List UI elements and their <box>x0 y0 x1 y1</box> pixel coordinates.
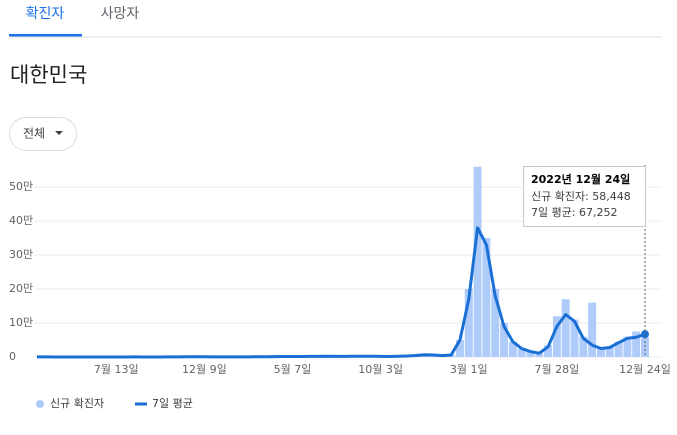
x-tick-label: 5월 7일 <box>274 362 312 376</box>
filter-label: 전체 <box>23 127 45 141</box>
y-tick-label: 40만 <box>9 214 33 227</box>
y-tick-label: 30만 <box>9 248 33 261</box>
tooltip-line: 신규 확진자: 58,448 <box>531 190 631 203</box>
bar <box>588 303 596 357</box>
tab[interactable]: 사망자 <box>101 6 140 22</box>
legend-label: 신규 확진자 <box>50 397 104 410</box>
x-tick-label: 7월 28일 <box>535 362 580 376</box>
x-tick-label: 7월 13일 <box>94 362 139 376</box>
bar <box>562 299 570 357</box>
tooltip-date: 2022년 12월 24일 <box>531 172 630 186</box>
y-tick-label: 0 <box>9 350 16 363</box>
y-tick-label: 20만 <box>9 282 33 295</box>
legend-label: 7일 평균 <box>152 396 193 410</box>
legend-swatch <box>36 400 44 408</box>
region-title: 대한민국 <box>10 63 87 87</box>
x-tick-label: 10월 3일 <box>358 362 403 376</box>
tooltip-line: 7일 평균: 67,252 <box>531 205 618 219</box>
y-tick-label: 50만 <box>9 180 33 193</box>
y-tick-label: 10만 <box>9 316 33 329</box>
x-tick-label: 12월 9일 <box>182 362 227 376</box>
x-tick-label: 12월 24일 <box>619 362 671 376</box>
x-tick-label: 3월 1일 <box>450 362 488 376</box>
tab[interactable]: 확진자 <box>26 6 65 22</box>
